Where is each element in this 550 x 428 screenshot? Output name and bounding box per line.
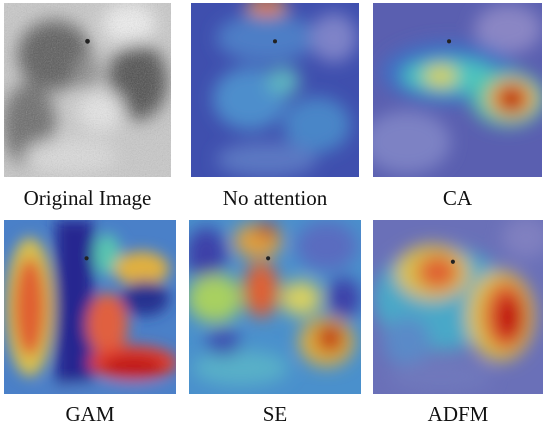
- heatmap-ca: [373, 3, 542, 177]
- caption-se: SE: [262, 402, 288, 426]
- caption-original-image: Original Image: [23, 186, 152, 210]
- caption-gam: GAM: [65, 402, 115, 426]
- caption-no-attention: No attention: [222, 186, 328, 210]
- heatmap-se: [189, 220, 361, 394]
- caption-adfm: ADFM: [427, 402, 489, 426]
- caption-ca: CA: [442, 186, 473, 210]
- heatmap-adfm: [373, 220, 543, 394]
- original-image: [4, 3, 171, 177]
- heatmap-gam: [4, 220, 176, 394]
- heatmap-no-attention: [191, 3, 359, 177]
